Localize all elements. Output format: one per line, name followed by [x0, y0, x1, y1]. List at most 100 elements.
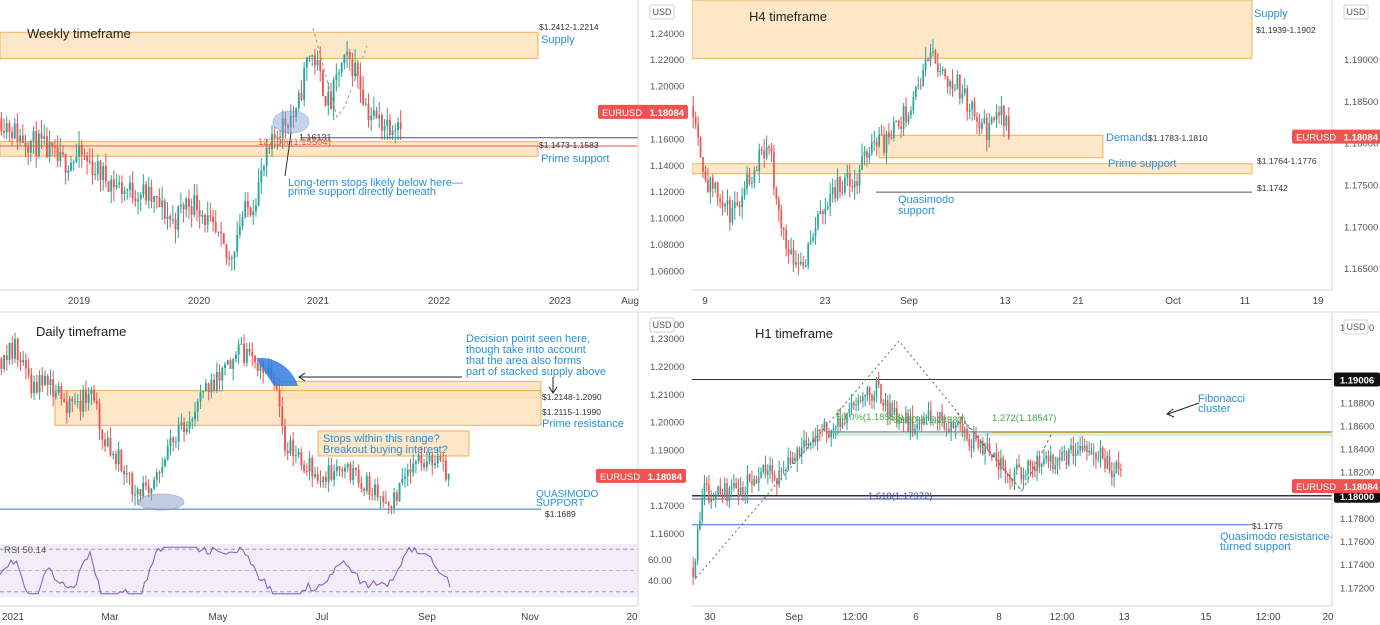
candle-body — [199, 392, 202, 402]
y-tick-label: 1.16000 — [650, 529, 684, 540]
candle-body — [782, 227, 785, 230]
candle-body — [382, 496, 385, 503]
arrow-head — [548, 386, 558, 394]
candle-body — [389, 119, 391, 136]
candle-body — [93, 389, 96, 401]
weekly-chart-panel[interactable]: 1.16131 127.0%(1.15504) Weekly timeframe $1… — [0, 0, 688, 311]
panel-divider-horizontal — [0, 311, 1380, 313]
fib-label: 1.618(1.17972) — [868, 491, 932, 502]
candle-body — [225, 243, 228, 258]
candle-body — [194, 411, 196, 420]
candle-body — [988, 123, 991, 140]
candle-body — [64, 154, 67, 173]
candle-body — [327, 91, 330, 106]
candle-body — [134, 494, 136, 496]
candle-body — [126, 189, 129, 191]
candle-body — [846, 173, 849, 178]
candle-body — [289, 440, 292, 454]
prime-support-zone — [692, 163, 1253, 175]
candle-body — [29, 140, 32, 153]
candle-body — [182, 204, 185, 210]
candle-body — [303, 464, 306, 472]
candle-body — [292, 440, 295, 457]
annotation-text: QUASIMODO — [536, 489, 598, 500]
h1-chart-panel[interactable]: H1 timeframe 50.0%(1.18553) 61.80%(1.18533… — [692, 313, 1380, 625]
candle-body — [694, 117, 697, 125]
candle-body — [386, 119, 389, 127]
candle-body — [920, 422, 923, 425]
candle-body — [748, 474, 751, 481]
candle-body — [196, 401, 199, 412]
candle-body — [30, 374, 33, 394]
candle-body — [1099, 447, 1102, 459]
candle-body — [1020, 467, 1023, 480]
candle-body — [330, 91, 332, 110]
annotation-text: Breakout buying interest? — [323, 444, 448, 456]
candle-body — [218, 371, 221, 381]
candle-body — [988, 443, 991, 456]
candle-body — [1077, 450, 1079, 454]
y-tick-label: 1.18400 — [1340, 445, 1374, 456]
candle-body — [848, 173, 851, 187]
candle-body — [857, 400, 860, 405]
candle-body — [719, 198, 721, 203]
annotation-arrow — [284, 132, 292, 177]
x-tick-label: 2020 — [188, 296, 211, 307]
h4-chart-panel[interactable]: H4 timeframe Supply $1.1939-1.1902 Demand $1… — [692, 0, 1380, 311]
x-tick-label: 20 — [626, 612, 638, 623]
candle-body — [198, 210, 201, 217]
candle-body — [814, 437, 817, 443]
candle-body — [742, 487, 744, 495]
candle-body — [112, 179, 115, 188]
x-tick-label: 9 — [702, 296, 708, 307]
candle-body — [1065, 451, 1068, 465]
candle-body — [245, 349, 248, 363]
candle-body — [372, 110, 375, 116]
candle-body — [724, 204, 726, 207]
candle-body — [91, 162, 94, 175]
candle-body — [35, 381, 38, 393]
candle-body — [74, 401, 76, 403]
candle-body — [439, 456, 442, 461]
h1-chart-svg[interactable]: H1 timeframe 50.0%(1.18553)61.80%(1.18533… — [692, 313, 1380, 625]
x-tick-label: Nov — [521, 612, 539, 623]
candle-body — [834, 426, 837, 429]
candle-body — [335, 74, 338, 81]
candle-body — [96, 161, 99, 174]
breakout-range-box — [317, 430, 470, 457]
candle-body — [72, 161, 75, 163]
candle-body — [724, 483, 726, 498]
candle-body — [95, 400, 98, 404]
candle-body — [76, 400, 79, 402]
y-tick-label: 1.17400 — [1340, 560, 1374, 571]
candle-body — [303, 67, 306, 101]
candle-body — [1068, 449, 1070, 465]
y-tick-label: 1.19000 — [1344, 55, 1378, 66]
candle-body — [744, 492, 746, 495]
y-tick-label: 1.10000 — [650, 214, 684, 225]
candle-body — [1003, 106, 1005, 127]
candle-body — [136, 489, 139, 495]
candle-body — [412, 463, 415, 473]
candle-body — [379, 496, 382, 498]
candle-body — [785, 469, 787, 471]
candle-body — [45, 136, 48, 158]
candle-body — [736, 202, 739, 206]
candle-body — [24, 359, 27, 369]
daily-chart-panel[interactable]: Daily timeframe $1.2148-1.2090 $1.2115-1.1… — [0, 313, 688, 625]
candle-body — [300, 92, 303, 101]
candle-body — [1013, 469, 1016, 482]
candle-body — [767, 470, 769, 475]
daily-chart-svg[interactable]: Daily timeframe $1.2148-1.2090 $1.2115-1.1… — [0, 313, 688, 625]
x-tick-label: Oct — [1165, 296, 1181, 307]
candle-body — [705, 483, 708, 485]
chart-title: H4 timeframe — [749, 9, 827, 24]
candle-body — [846, 412, 848, 424]
zone-label: Prime support — [1108, 158, 1176, 170]
candle-body — [927, 59, 929, 61]
y-tick-label: 1.17000 — [650, 501, 684, 512]
candle-body — [884, 400, 887, 407]
candle-body — [354, 62, 357, 77]
